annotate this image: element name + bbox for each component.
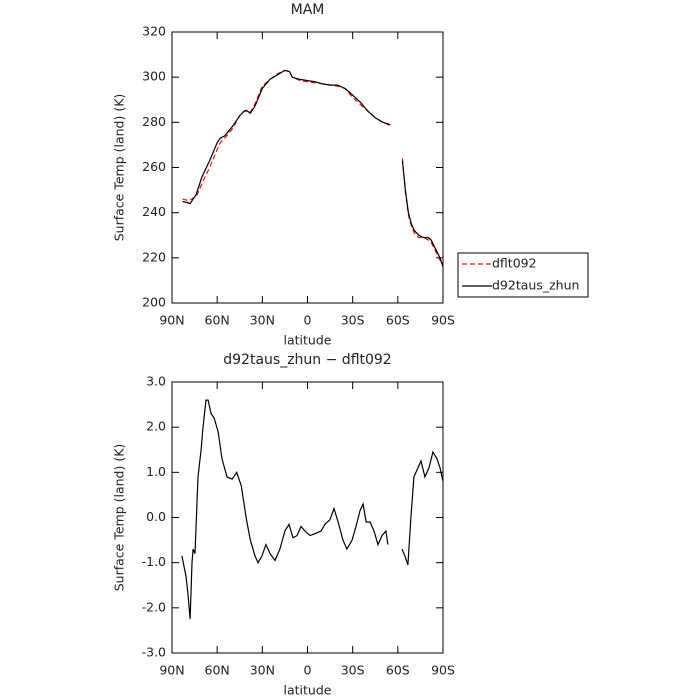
y-tick-label: 0.0 xyxy=(146,509,166,524)
x-tick-label: 60S xyxy=(386,313,410,328)
x-axis-label: latitude xyxy=(284,683,332,698)
plot-frame xyxy=(171,381,444,654)
data-line xyxy=(182,69,444,265)
y-tick-label: -2.0 xyxy=(142,599,166,614)
y-tick-label: 200 xyxy=(142,295,166,310)
y-tick-label: 280 xyxy=(142,114,166,129)
x-axis-label: latitude xyxy=(284,333,332,348)
x-tick-label: 90N xyxy=(159,663,184,678)
y-tick-label: 1.0 xyxy=(146,464,166,479)
y-tick-label: 220 xyxy=(142,249,166,264)
chart-title: MAM xyxy=(291,2,325,18)
plot-frame xyxy=(171,31,444,304)
x-tick-label: 0 xyxy=(304,663,312,678)
x-tick-label: 30N xyxy=(250,313,275,328)
x-tick-label: 60N xyxy=(205,313,230,328)
y-axis-label: Surface Temp (land) (K) xyxy=(112,444,127,592)
y-tick-label: 3.0 xyxy=(146,374,166,389)
legend-label: d92taus_zhun xyxy=(492,278,579,293)
y-tick-label: -3.0 xyxy=(142,645,166,660)
y-tick-label: 240 xyxy=(142,204,166,219)
x-tick-label: 0 xyxy=(304,313,312,328)
x-tick-label: 90S xyxy=(431,313,455,328)
y-tick-label: 2.0 xyxy=(146,419,166,434)
x-tick-label: 90S xyxy=(431,663,455,678)
x-tick-label: 30S xyxy=(341,313,365,328)
x-tick-label: 90N xyxy=(159,313,184,328)
legend-box xyxy=(457,252,589,298)
y-tick-label: 260 xyxy=(142,159,166,174)
chart-title: d92taus_zhun − dflt092 xyxy=(223,352,391,368)
data-line xyxy=(182,69,444,268)
x-tick-label: 30N xyxy=(250,663,275,678)
y-tick-label: 300 xyxy=(142,69,166,84)
y-tick-label: -1.0 xyxy=(142,554,166,569)
x-tick-label: 60S xyxy=(386,663,410,678)
y-tick-label: 320 xyxy=(142,24,166,39)
y-axis-label: Surface Temp (land) (K) xyxy=(112,94,127,242)
x-tick-label: 30S xyxy=(341,663,365,678)
data-line xyxy=(181,399,444,620)
legend-label: dflt092 xyxy=(492,256,537,271)
x-tick-label: 60N xyxy=(205,663,230,678)
